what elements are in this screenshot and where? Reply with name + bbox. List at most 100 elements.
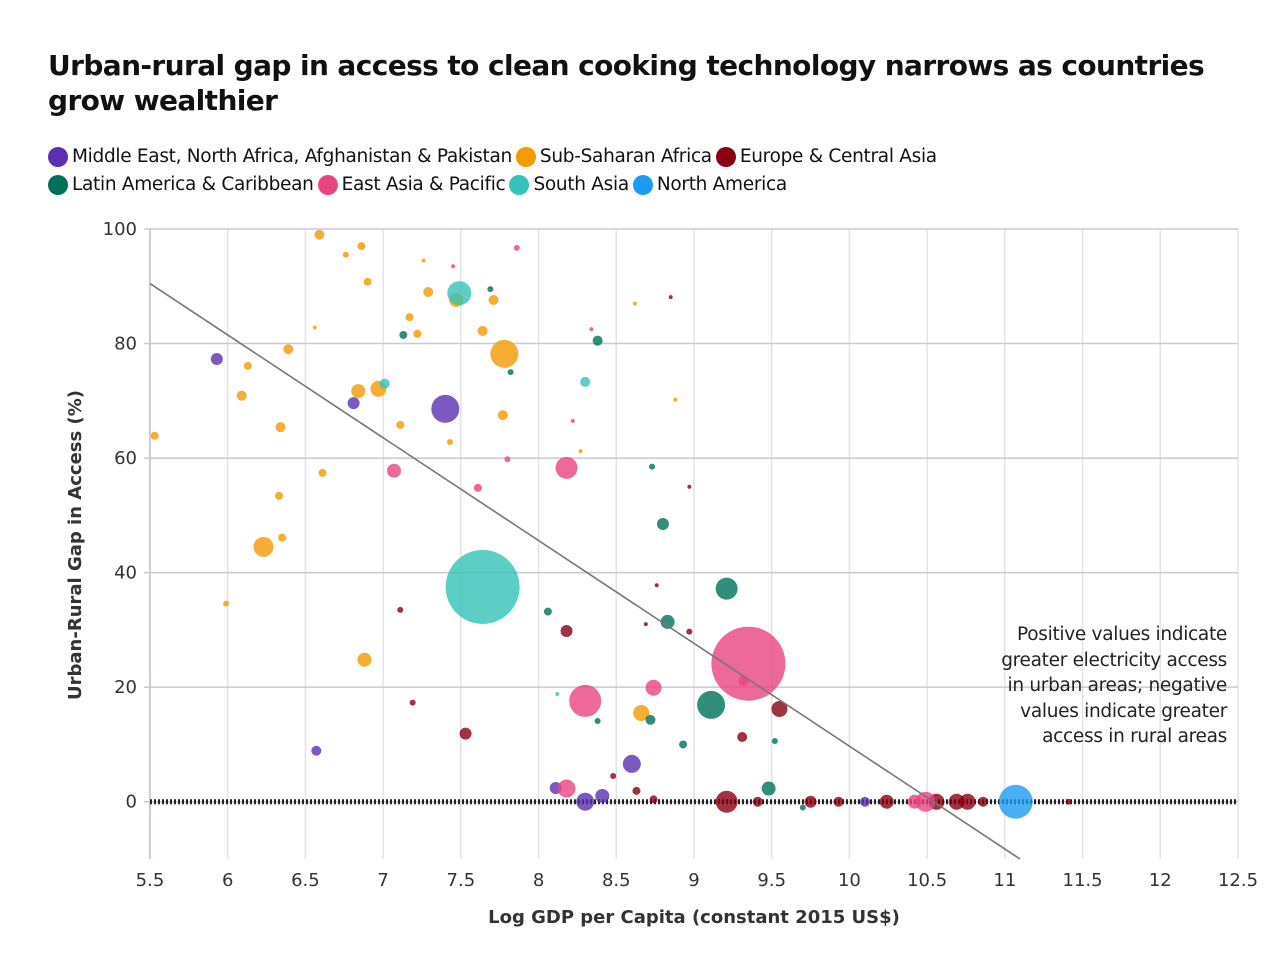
data-point — [283, 344, 294, 355]
data-point — [243, 361, 252, 370]
data-point — [488, 295, 499, 306]
data-point — [738, 675, 749, 686]
legend-label: South Asia — [533, 174, 629, 195]
data-point — [668, 295, 673, 300]
x-tick-label: 6 — [222, 870, 233, 891]
x-axis-label: Log GDP per Capita (constant 2015 US$) — [488, 907, 900, 928]
data-point — [253, 536, 274, 557]
data-point — [397, 606, 404, 613]
data-point — [347, 397, 360, 410]
data-point — [413, 329, 422, 338]
legend-label: Middle East, North Africa, Afghanistan &… — [72, 146, 512, 167]
data-point — [679, 740, 688, 749]
trendline-line — [149, 282, 1021, 860]
data-point — [311, 745, 322, 756]
data-point — [592, 335, 603, 346]
data-point — [656, 517, 669, 530]
data-point — [711, 626, 786, 701]
legend-label: North America — [656, 174, 787, 195]
legend: Middle East, North Africa, Afghanistan &… — [48, 143, 1148, 199]
data-point — [799, 804, 806, 811]
data-point — [487, 286, 494, 293]
data-point — [643, 622, 648, 627]
data-point — [570, 418, 575, 423]
x-tick-label: 9 — [688, 870, 699, 891]
legend-label: Latin America & Caribbean — [72, 174, 314, 195]
data-point — [622, 754, 641, 773]
data-point — [645, 679, 662, 696]
data-point — [507, 369, 514, 376]
legend-item: Middle East, North Africa, Afghanistan &… — [48, 143, 512, 171]
y-tick-label: 100 — [103, 219, 137, 240]
data-point — [632, 786, 641, 795]
y-tick-label: 40 — [114, 563, 137, 584]
y-tick-label: 0 — [126, 792, 137, 813]
data-point — [595, 789, 610, 803]
data-point — [649, 795, 658, 804]
data-point — [543, 607, 552, 616]
data-point — [594, 717, 601, 724]
y-tick-label: 60 — [114, 448, 137, 469]
data-point — [223, 600, 230, 607]
data-point — [459, 727, 472, 740]
y-tick-label: 20 — [114, 677, 137, 698]
data-point — [379, 378, 390, 389]
data-point — [399, 330, 408, 339]
data-point — [1065, 798, 1072, 805]
data-point — [771, 738, 778, 745]
legend-swatch-icon — [715, 147, 736, 167]
legend-label: East Asia & Pacific — [341, 174, 506, 195]
data-point — [446, 439, 453, 446]
data-point — [978, 796, 989, 807]
legend-swatch-icon — [509, 175, 530, 195]
legend-item: South Asia — [509, 171, 629, 199]
data-point — [715, 577, 738, 600]
x-tick-label: 11 — [993, 870, 1016, 891]
x-tick-label: 5.5 — [136, 870, 165, 891]
data-point — [687, 484, 692, 489]
legend-swatch-icon — [317, 175, 338, 195]
data-point — [697, 690, 726, 719]
data-point — [560, 625, 573, 638]
data-point — [236, 390, 247, 401]
data-point — [504, 456, 511, 463]
legend-label: Sub-Saharan Africa — [539, 146, 712, 167]
legend-item: Europe & Central Asia — [715, 143, 937, 171]
grid — [144, 228, 1239, 859]
data-point — [555, 456, 578, 479]
data-points — [150, 229, 1072, 819]
data-point — [497, 410, 508, 421]
data-point — [859, 796, 870, 807]
data-point — [686, 628, 693, 635]
x-tick-label: 10.5 — [907, 870, 947, 891]
data-point — [557, 779, 576, 798]
data-point — [761, 781, 776, 796]
x-tick-label: 12.5 — [1218, 870, 1258, 891]
data-point — [649, 463, 656, 470]
data-point — [405, 313, 414, 322]
data-point — [645, 714, 656, 725]
data-point — [150, 431, 159, 440]
data-point — [804, 795, 817, 808]
data-point — [771, 700, 788, 717]
data-point — [752, 796, 763, 807]
legend-swatch-icon — [515, 147, 536, 167]
y-tick-label: 80 — [114, 334, 137, 355]
x-tick-label: 8.5 — [602, 870, 631, 891]
annotation: Positive values indicate greater electri… — [1001, 624, 1227, 747]
x-tick-label: 7.5 — [447, 870, 476, 891]
trendline — [149, 282, 1021, 860]
data-point — [715, 790, 738, 813]
data-point — [907, 794, 922, 809]
data-point — [477, 325, 488, 336]
data-point — [421, 258, 426, 263]
data-point — [998, 784, 1033, 819]
data-point — [357, 242, 366, 251]
data-point — [342, 251, 349, 258]
data-point — [451, 264, 456, 269]
data-point — [431, 394, 460, 423]
data-point — [278, 533, 287, 542]
data-point — [589, 327, 594, 332]
data-point — [363, 277, 372, 286]
